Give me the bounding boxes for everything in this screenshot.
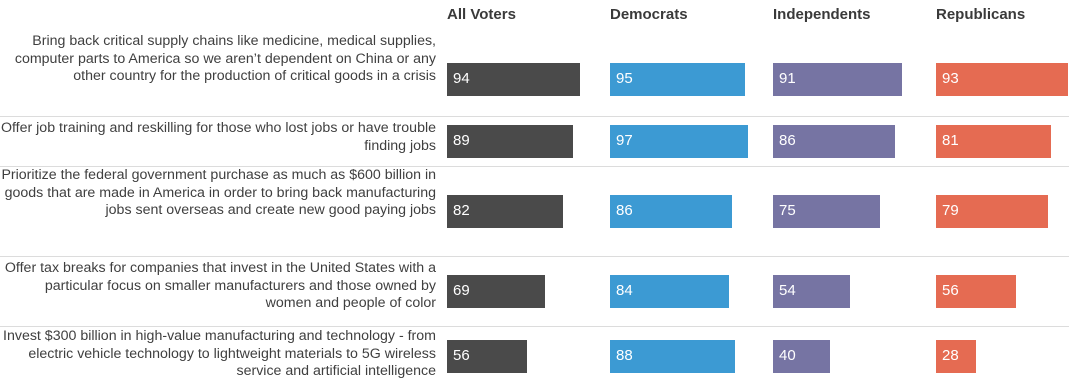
bar-value-label: 97 — [616, 132, 633, 149]
column-header-republicans: Republicans — [936, 6, 1026, 23]
bar-independents: 75 — [773, 195, 880, 228]
bar-republicans: 93 — [936, 63, 1068, 96]
row-separator — [0, 166, 1069, 167]
bar-value-label: 54 — [779, 282, 796, 299]
bar-value-label: 75 — [779, 202, 796, 219]
column-header-all-voters: All Voters — [447, 6, 516, 23]
bar-independents: 91 — [773, 63, 902, 96]
bar-value-label: 69 — [453, 282, 470, 299]
bar-value-label: 82 — [453, 202, 470, 219]
bar-republicans: 81 — [936, 125, 1051, 158]
bar-value-label: 86 — [616, 202, 633, 219]
bar-value-label: 81 — [942, 132, 959, 149]
bar-value-label: 79 — [942, 202, 959, 219]
bar-value-label: 40 — [779, 347, 796, 364]
bar-all-voters: 56 — [447, 340, 527, 373]
row-label: Bring back critical supply chains like m… — [14, 33, 436, 84]
bar-all-voters: 69 — [447, 275, 545, 308]
bar-value-label: 56 — [453, 347, 470, 364]
row-label: Prioritize the federal government purcha… — [1, 167, 436, 218]
bar-republicans: 28 — [936, 340, 976, 373]
bar-value-label: 95 — [616, 70, 633, 87]
column-header-democrats: Democrats — [610, 6, 688, 23]
bar-democrats: 84 — [610, 275, 729, 308]
bar-republicans: 79 — [936, 195, 1048, 228]
bar-republicans: 56 — [936, 275, 1016, 308]
bar-value-label: 56 — [942, 282, 959, 299]
bar-democrats: 95 — [610, 63, 745, 96]
row-label: Offer job training and reskilling for th… — [0, 120, 436, 154]
bar-independents: 86 — [773, 125, 895, 158]
bar-value-label: 86 — [779, 132, 796, 149]
column-header-independents: Independents — [773, 6, 871, 23]
row-separator — [0, 326, 1069, 327]
bar-all-voters: 89 — [447, 125, 573, 158]
bar-independents: 54 — [773, 275, 850, 308]
bar-all-voters: 94 — [447, 63, 580, 96]
row-label: Offer tax breaks for companies that inve… — [4, 260, 436, 311]
bar-value-label: 94 — [453, 70, 470, 87]
row-separator — [0, 116, 1069, 117]
bar-value-label: 91 — [779, 70, 796, 87]
bar-independents: 40 — [773, 340, 830, 373]
bar-value-label: 88 — [616, 347, 633, 364]
row-separator — [0, 256, 1069, 257]
bar-democrats: 88 — [610, 340, 735, 373]
bar-democrats: 86 — [610, 195, 732, 228]
bar-value-label: 84 — [616, 282, 633, 299]
row-label: Invest $300 billion in high-value manufa… — [3, 328, 436, 379]
bar-value-label: 93 — [942, 70, 959, 87]
bar-democrats: 97 — [610, 125, 748, 158]
bar-value-label: 28 — [942, 347, 959, 364]
bar-all-voters: 82 — [447, 195, 563, 228]
bar-value-label: 89 — [453, 132, 470, 149]
